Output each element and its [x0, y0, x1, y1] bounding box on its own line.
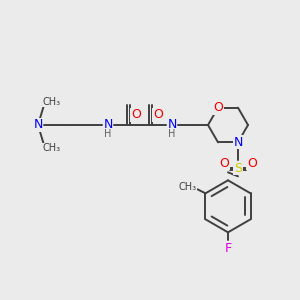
Text: O: O — [247, 157, 257, 170]
Text: S: S — [234, 162, 242, 175]
Text: F: F — [224, 242, 232, 255]
Text: N: N — [233, 136, 243, 149]
Text: O: O — [131, 109, 141, 122]
Text: H: H — [168, 129, 176, 139]
Text: H: H — [104, 129, 112, 139]
Text: O: O — [213, 101, 223, 114]
Text: N: N — [167, 118, 177, 131]
Text: N: N — [33, 118, 43, 131]
Text: O: O — [153, 109, 163, 122]
Text: N: N — [103, 118, 113, 131]
Text: CH₃: CH₃ — [43, 97, 61, 107]
Text: CH₃: CH₃ — [178, 182, 196, 192]
Text: O: O — [219, 157, 229, 170]
Text: CH₃: CH₃ — [43, 143, 61, 153]
